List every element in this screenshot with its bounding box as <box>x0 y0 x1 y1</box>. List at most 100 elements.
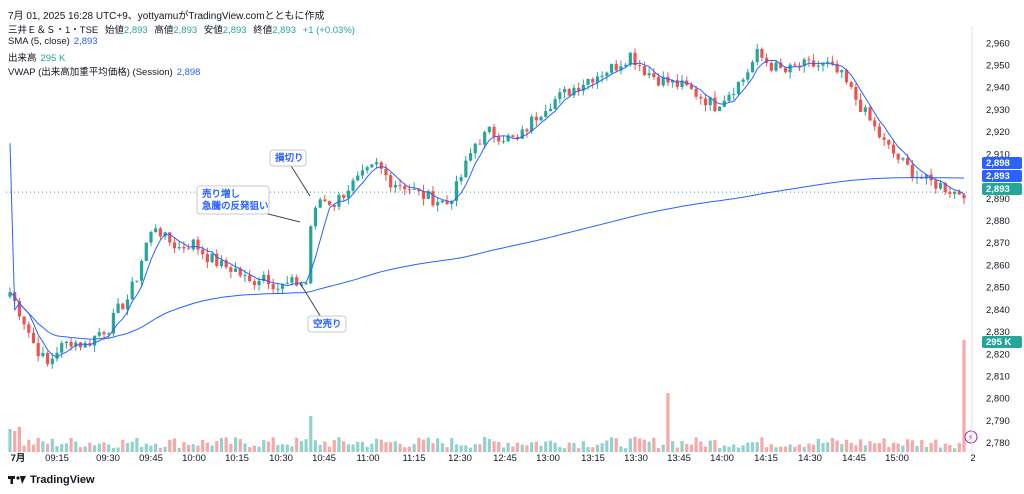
candle-body[interactable] <box>713 97 717 112</box>
candle-body[interactable] <box>953 191 957 194</box>
candle-body[interactable] <box>868 107 872 121</box>
candle-body[interactable] <box>389 175 393 188</box>
candle-body[interactable] <box>849 82 853 88</box>
candle-body[interactable] <box>638 65 642 67</box>
candle-body[interactable] <box>478 143 482 145</box>
candle-body[interactable] <box>882 137 886 140</box>
candle-body[interactable] <box>600 75 604 77</box>
candle-body[interactable] <box>41 352 45 357</box>
candle-body[interactable] <box>896 153 900 160</box>
candle-body[interactable] <box>788 64 792 73</box>
candle-body[interactable] <box>873 120 877 127</box>
candle-body[interactable] <box>957 191 961 195</box>
candle-body[interactable] <box>55 352 59 359</box>
candle-body[interactable] <box>215 253 219 266</box>
candle-body[interactable] <box>906 158 910 165</box>
symbol-name[interactable]: 三井Ｅ＆Ｓ・1・TSE <box>8 25 99 36</box>
lightning-icon[interactable] <box>964 430 978 444</box>
candle-body[interactable] <box>83 343 87 348</box>
candle-body[interactable] <box>694 88 698 97</box>
candle-body[interactable] <box>548 108 553 112</box>
candle-body[interactable] <box>539 116 543 121</box>
candle-body[interactable] <box>421 191 426 199</box>
candle-body[interactable] <box>407 189 412 191</box>
vwap-legend[interactable]: VWAP (出来高加重平均価格) (Session) 2,898 <box>8 64 200 78</box>
candle-body[interactable] <box>859 99 863 112</box>
candle-body[interactable] <box>431 191 435 206</box>
candle-body[interactable] <box>934 180 938 189</box>
candle-body[interactable] <box>74 342 78 347</box>
candle-body[interactable] <box>877 126 882 138</box>
candle-body[interactable] <box>530 116 534 132</box>
candle-body[interactable] <box>107 333 111 335</box>
candle-body[interactable] <box>887 139 891 145</box>
candle-body[interactable] <box>243 275 247 277</box>
candle-body[interactable] <box>351 180 355 191</box>
candle-body[interactable] <box>365 167 369 171</box>
candle-body[interactable] <box>27 324 31 333</box>
candle-body[interactable] <box>398 184 402 186</box>
candle-body[interactable] <box>318 199 322 208</box>
candle-body[interactable] <box>520 129 524 139</box>
candle-body[interactable] <box>102 332 106 335</box>
candle-body[interactable] <box>487 126 491 132</box>
candle-body[interactable] <box>8 292 12 297</box>
candle-body[interactable] <box>393 184 397 188</box>
candle-body[interactable] <box>483 131 487 145</box>
candle-body[interactable] <box>266 274 271 285</box>
candle-body[interactable] <box>168 232 172 243</box>
candle-body[interactable] <box>149 232 153 243</box>
candle-body[interactable] <box>835 63 839 73</box>
candle-body[interactable] <box>534 116 538 121</box>
candle-body[interactable] <box>304 283 308 285</box>
candle-body[interactable] <box>642 66 647 76</box>
candle-body[interactable] <box>346 190 350 198</box>
candle-body[interactable] <box>436 202 440 206</box>
candle-body[interactable] <box>793 64 797 66</box>
candle-body[interactable] <box>708 97 712 106</box>
candle-body[interactable] <box>647 73 651 76</box>
candle-body[interactable] <box>572 87 576 96</box>
candle-body[interactable] <box>285 282 289 284</box>
candle-body[interactable] <box>309 226 313 284</box>
candle-body[interactable] <box>78 342 83 348</box>
candle-body[interactable] <box>901 158 905 160</box>
candle-body[interactable] <box>210 253 214 263</box>
candle-body[interactable] <box>826 61 830 63</box>
candle-body[interactable] <box>680 80 684 87</box>
candle-body[interactable] <box>135 280 139 282</box>
candle-body[interactable] <box>313 207 318 227</box>
candle-body[interactable] <box>374 162 379 165</box>
candle-body[interactable] <box>384 168 388 176</box>
candle-body[interactable] <box>718 106 722 112</box>
candle-body[interactable] <box>558 92 562 100</box>
candle-body[interactable] <box>92 335 97 346</box>
candle-body[interactable] <box>699 96 703 99</box>
candle-body[interactable] <box>238 268 242 276</box>
candle-body[interactable] <box>515 136 520 139</box>
candle-body[interactable] <box>473 143 477 154</box>
candle-body[interactable] <box>360 170 365 176</box>
candle-body[interactable] <box>229 267 233 272</box>
candle-body[interactable] <box>327 201 332 205</box>
candle-body[interactable] <box>840 70 844 73</box>
candle-body[interactable] <box>910 164 914 179</box>
candle-body[interactable] <box>675 80 679 87</box>
candle-body[interactable] <box>97 332 101 336</box>
candle-body[interactable] <box>830 61 835 64</box>
candle-body[interactable] <box>624 64 628 67</box>
candle-body[interactable] <box>553 99 557 109</box>
candle-body[interactable] <box>497 136 501 142</box>
candle-body[interactable] <box>177 247 181 249</box>
candle-body[interactable] <box>121 303 125 310</box>
candle-body[interactable] <box>741 79 745 82</box>
candle-body[interactable] <box>459 177 463 182</box>
candle-body[interactable] <box>464 160 468 178</box>
candle-body[interactable] <box>379 162 383 169</box>
candle-body[interactable] <box>609 63 614 73</box>
candle-body[interactable] <box>619 66 623 71</box>
candle-body[interactable] <box>144 242 148 261</box>
candle-body[interactable] <box>116 303 120 313</box>
candle-body[interactable] <box>295 277 299 286</box>
